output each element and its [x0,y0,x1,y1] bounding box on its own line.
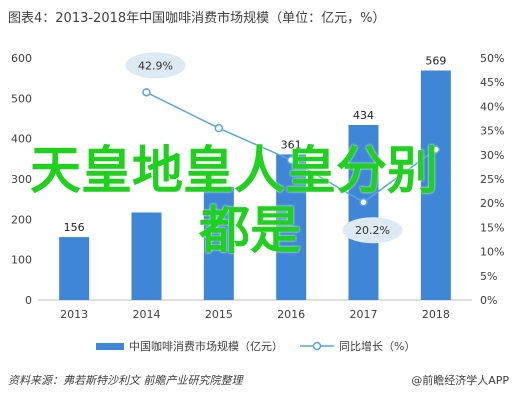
bar-value-label: 156 [64,221,85,234]
y2-tick-label: 35% [480,125,504,138]
y-tick-label: 200 [11,213,32,226]
y-tick-label: 400 [11,133,32,146]
y2-tick-label: 20% [480,197,504,210]
legend: 中国咖啡消费市场规模（亿元） 同比增长（%） [0,336,517,356]
x-tick-label: 2017 [350,308,378,321]
bar [276,154,307,300]
y2-tick-label: 40% [480,100,504,113]
y2-tick-label: 50% [480,52,504,65]
y-tick-label: 100 [11,254,32,267]
bar [131,212,162,300]
bar-value-label: 434 [353,109,374,122]
legend-item-bar: 中国咖啡消费市场规模（亿元） [96,338,283,354]
y-tick-label: 300 [11,173,32,186]
y2-tick-label: 25% [480,173,504,186]
bar [420,70,451,301]
y2-tick-label: 30% [480,149,504,162]
growth-point [431,145,441,154]
growth-point [142,88,151,97]
y2-tick-label: 45% [480,76,504,89]
bar [203,187,234,300]
y2-tick-label: 0% [480,294,497,307]
bar [59,237,90,300]
y2-tick-label: 15% [480,221,504,234]
x-tick-label: 2015 [205,308,233,321]
legend-line-label: 同比增长（%） [339,340,416,353]
bar-value-label: 569 [425,55,446,68]
source-note: 资料来源：弗若斯特沙利文 前瞻产业研究院整理 [8,374,243,387]
y2-tick-label: 10% [480,246,504,259]
y-tick-label: 600 [11,52,32,65]
x-tick-label: 2013 [60,308,88,321]
legend-bar-label: 中国咖啡消费市场规模（亿元） [129,340,283,353]
growth-value-label: 20.2% [355,224,390,237]
bar [348,124,379,300]
chart-title: 图表4：2013-2018年中国咖啡消费市场规模（单位：亿元，%） [8,11,386,26]
x-tick-label: 2018 [422,308,450,321]
bar-value-label: 361 [281,138,302,151]
legend-item-line: 同比增长（%） [300,338,415,354]
credit-note: @前瞻经济学人APP [411,374,509,387]
growth-point [359,197,368,207]
y2-tick-label: 5% [480,270,497,283]
y-tick-label: 0 [25,294,32,307]
x-tick-label: 2014 [133,308,161,321]
legend-line-swatch [300,341,334,351]
growth-callout [342,217,403,244]
growth-point [286,155,296,165]
overlay-text-line2: 都是 [199,202,302,261]
y-tick-label: 500 [11,92,32,105]
x-tick-label: 2016 [277,308,305,321]
legend-bar-swatch [96,342,124,350]
growth-value-label: 42.9% [138,59,173,72]
growth-callout [125,52,186,79]
growth-point [214,123,224,133]
overlay-text-line1: 天皇地皇人皇分别 [30,142,439,201]
